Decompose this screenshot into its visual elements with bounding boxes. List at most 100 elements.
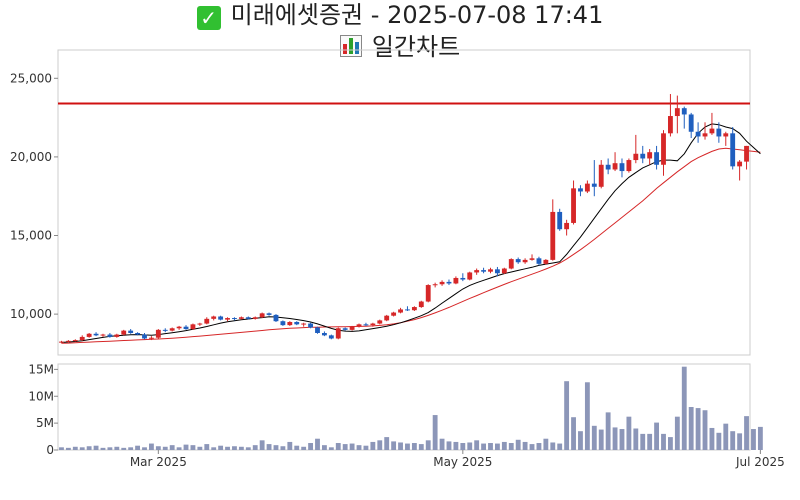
candle-body — [391, 312, 397, 316]
candle-body — [252, 317, 258, 319]
candle-body — [529, 258, 535, 260]
candle-body — [308, 323, 314, 328]
volume-bar — [598, 429, 604, 450]
volume-bar — [398, 442, 403, 450]
volume-bar — [328, 447, 334, 450]
volume-bar — [494, 443, 500, 450]
volume-bar — [446, 441, 452, 450]
volume-bar — [349, 443, 355, 450]
volume-bar — [356, 445, 362, 450]
volume-bar — [121, 447, 127, 450]
candle-body — [79, 336, 85, 341]
volume-bar — [716, 432, 722, 450]
volume-tick-label: 0 — [46, 443, 54, 457]
volume-bar — [453, 441, 459, 450]
volume-bar — [204, 444, 210, 450]
candle-body — [370, 323, 376, 326]
volume-tick-label: 15M — [28, 362, 54, 376]
candle-body — [709, 128, 715, 134]
candle-body — [667, 116, 673, 134]
volume-bar — [688, 407, 694, 450]
volume-panel — [57, 363, 751, 451]
volume-bar — [59, 447, 64, 450]
stock-name: 미래에셋증권 — [230, 1, 364, 29]
price-panel — [57, 49, 751, 356]
candle-body — [273, 314, 279, 322]
candle-body — [162, 329, 168, 331]
candle-body — [349, 326, 355, 330]
volume-bar — [605, 412, 611, 450]
candle-body — [557, 211, 563, 230]
candle-body — [744, 145, 749, 162]
date-tick-label: Mar 2025 — [130, 455, 187, 469]
volume-bar — [564, 381, 570, 450]
candle-body — [114, 334, 120, 337]
candle-body — [723, 133, 729, 137]
candle-body — [148, 337, 154, 339]
candle-body — [640, 153, 646, 159]
volume-bar — [294, 445, 300, 450]
volume-bar — [169, 445, 175, 450]
volume-bar — [190, 445, 196, 450]
price-tick-label: 20,000 — [10, 150, 52, 164]
candle-body — [453, 277, 459, 284]
candle-body — [674, 108, 680, 117]
candle-body — [218, 316, 224, 320]
candle-body — [183, 326, 189, 330]
chart-subtitle: 일간차트 — [0, 32, 800, 62]
price-tick-label: 25,000 — [10, 71, 52, 85]
candle-body — [315, 327, 320, 333]
candle-body — [578, 188, 583, 192]
date-axis: Mar 2025 May 2025 Jul 2025 — [130, 450, 785, 469]
candle-body — [86, 333, 92, 337]
volume-axis: 0 5M 10M 15M — [28, 362, 58, 457]
candlesticks — [59, 94, 749, 344]
candle-body — [425, 285, 431, 302]
volume-bar — [65, 447, 71, 450]
candle-body — [446, 281, 452, 284]
candle-body — [633, 153, 639, 161]
volume-bar — [467, 442, 473, 450]
volume-bar — [162, 446, 168, 450]
candle-body — [197, 323, 203, 325]
candle-body — [515, 259, 521, 263]
subtitle-text: 일간차트 — [371, 33, 461, 61]
long-moving-average — [61, 147, 761, 344]
candle-body — [328, 335, 334, 339]
volume-bar — [633, 428, 639, 450]
volume-bar — [287, 441, 293, 450]
candle-body — [384, 315, 390, 321]
volume-bar — [501, 441, 507, 450]
volume-bar — [232, 446, 237, 450]
candle-body — [121, 330, 127, 335]
candle-body — [612, 163, 618, 170]
candle-body — [321, 332, 327, 336]
volume-bar — [107, 447, 113, 450]
price-tick-label: 10,000 — [10, 307, 52, 321]
volume-bar — [439, 438, 445, 450]
candle-body — [232, 318, 237, 320]
volume-bar — [142, 447, 147, 450]
candle-body — [488, 269, 493, 272]
price-tick-label: 15,000 — [10, 229, 52, 243]
candle-body — [654, 152, 660, 165]
candle-body — [128, 330, 134, 333]
candle-body — [301, 323, 307, 325]
candle-body — [467, 272, 473, 280]
volume-bar — [321, 445, 327, 450]
volume-bar — [612, 427, 618, 450]
volume-bar — [259, 440, 265, 450]
volume-bar — [391, 441, 397, 450]
candle-body — [626, 160, 632, 172]
volume-bar — [584, 382, 590, 450]
volume-bar — [481, 443, 487, 450]
candle-body — [335, 328, 341, 339]
candle-body — [439, 281, 445, 285]
volume-bar — [363, 445, 369, 450]
candle-body — [266, 313, 272, 315]
moving-averages — [61, 123, 761, 344]
price-frame — [57, 49, 751, 356]
volume-bar — [674, 416, 680, 450]
candle-body — [737, 161, 743, 167]
volume-bar — [661, 433, 666, 450]
